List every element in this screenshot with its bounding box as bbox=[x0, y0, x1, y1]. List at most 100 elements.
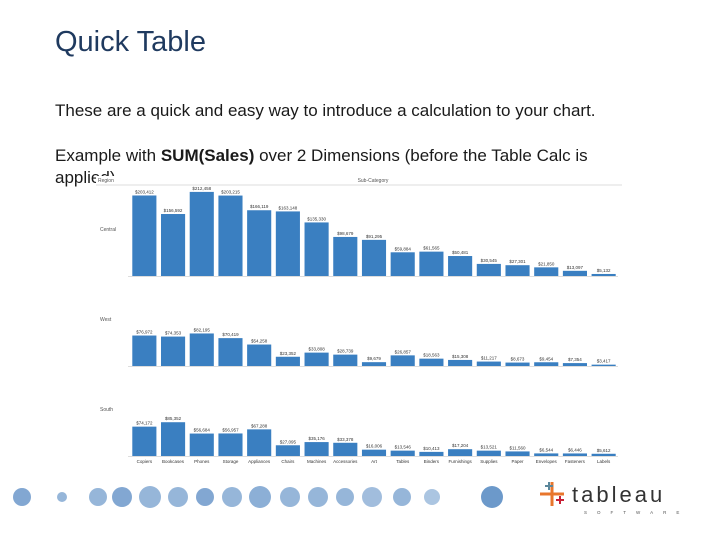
bar bbox=[390, 355, 415, 366]
bar bbox=[275, 445, 300, 456]
bar bbox=[189, 333, 214, 366]
value-label: $54,258 bbox=[251, 339, 268, 344]
bar bbox=[505, 451, 530, 456]
value-label: $23,352 bbox=[280, 351, 297, 356]
bar bbox=[333, 354, 358, 366]
logo-text: tableau bbox=[572, 482, 665, 507]
value-label: $30,545 bbox=[481, 258, 498, 263]
bar bbox=[505, 265, 530, 276]
x-tick-label: Phones bbox=[194, 459, 210, 464]
bar bbox=[534, 267, 559, 276]
row-header: Region bbox=[98, 178, 114, 184]
value-label: $135,330 bbox=[307, 216, 326, 221]
value-label: $35,176 bbox=[308, 436, 325, 441]
bar bbox=[247, 429, 272, 456]
value-label: $5,612 bbox=[597, 448, 611, 453]
value-label: $13,546 bbox=[395, 445, 412, 450]
bar bbox=[419, 251, 444, 276]
value-label: $212,458 bbox=[192, 186, 211, 191]
bar bbox=[132, 195, 157, 276]
value-label: $33,378 bbox=[337, 437, 354, 442]
bar bbox=[132, 426, 157, 456]
bar bbox=[218, 195, 243, 276]
x-tick-label: Machines bbox=[307, 459, 327, 464]
value-label: $21,850 bbox=[538, 261, 555, 266]
bar bbox=[591, 364, 616, 366]
value-label: $16,006 bbox=[366, 444, 383, 449]
bar bbox=[275, 211, 300, 276]
example-before: Example with bbox=[55, 146, 161, 165]
bar bbox=[161, 336, 186, 366]
bar bbox=[132, 335, 157, 366]
value-label: $74,353 bbox=[165, 331, 182, 336]
bar bbox=[591, 273, 616, 276]
value-label: $156,592 bbox=[164, 208, 183, 213]
bar bbox=[218, 338, 243, 366]
bar bbox=[361, 362, 387, 366]
x-tick-label: Labels bbox=[597, 459, 611, 464]
bar bbox=[390, 450, 415, 456]
value-label: $203,412 bbox=[135, 189, 154, 194]
bar bbox=[189, 191, 214, 276]
value-label: $5,132 bbox=[597, 268, 611, 273]
value-label: $59,884 bbox=[395, 246, 412, 251]
value-label: $98,679 bbox=[337, 231, 354, 236]
bar bbox=[476, 450, 501, 456]
value-label: $163,148 bbox=[278, 205, 297, 210]
x-tick-label: Envelopes bbox=[536, 459, 558, 464]
x-tick-label: Paper bbox=[512, 459, 525, 464]
value-label: $28,739 bbox=[337, 349, 354, 354]
bar bbox=[591, 453, 616, 456]
x-tick-label: Chairs bbox=[281, 459, 295, 464]
x-tick-label: Appliances bbox=[248, 459, 271, 464]
bar bbox=[189, 433, 214, 456]
bar bbox=[505, 362, 530, 366]
intro-text: These are a quick and easy way to introd… bbox=[55, 101, 596, 120]
value-label: $13,097 bbox=[567, 265, 584, 270]
bar bbox=[390, 252, 415, 276]
bar bbox=[534, 453, 559, 456]
bar bbox=[304, 442, 329, 456]
value-label: $27,301 bbox=[509, 259, 526, 264]
bar bbox=[534, 362, 559, 366]
bar bbox=[333, 442, 358, 456]
value-label: $11,217 bbox=[481, 356, 497, 361]
logo-subtext: SOFTWARE bbox=[584, 510, 689, 515]
x-tick-label: Copiers bbox=[137, 459, 153, 464]
bar bbox=[161, 214, 186, 276]
bar bbox=[247, 210, 272, 276]
x-tick-label: Accessories bbox=[333, 459, 358, 464]
x-tick-label: Bookcases bbox=[162, 459, 185, 464]
x-tick-label: Fasteners bbox=[565, 459, 586, 464]
value-label: $56,684 bbox=[194, 428, 211, 433]
value-label: $82,195 bbox=[194, 327, 211, 332]
value-label: $27,095 bbox=[280, 439, 297, 444]
bar bbox=[275, 356, 300, 366]
value-label: $13,521 bbox=[481, 445, 498, 450]
slide-title: Quick Table bbox=[55, 26, 206, 58]
bar bbox=[562, 363, 587, 366]
x-tick-label: Binders bbox=[424, 459, 440, 464]
value-label: $9,679 bbox=[367, 356, 381, 361]
bar bbox=[218, 433, 243, 456]
value-label: $15,308 bbox=[452, 354, 469, 359]
value-label: $6,446 bbox=[568, 447, 582, 452]
row-label: Central bbox=[100, 227, 116, 233]
value-label: $166,119 bbox=[250, 204, 269, 209]
bar bbox=[333, 236, 358, 276]
value-label: $26,857 bbox=[395, 349, 412, 354]
bar bbox=[304, 352, 329, 366]
value-label: $76,972 bbox=[136, 330, 153, 335]
bar bbox=[476, 361, 501, 366]
decor-dots bbox=[13, 486, 503, 508]
bar bbox=[476, 263, 501, 276]
value-label: $50,481 bbox=[452, 250, 469, 255]
value-label: $10,413 bbox=[423, 446, 440, 451]
bar bbox=[419, 451, 444, 456]
bar bbox=[562, 270, 587, 276]
logo-mark bbox=[540, 482, 564, 506]
bar bbox=[419, 358, 444, 366]
value-label: $91,295 bbox=[366, 234, 383, 239]
